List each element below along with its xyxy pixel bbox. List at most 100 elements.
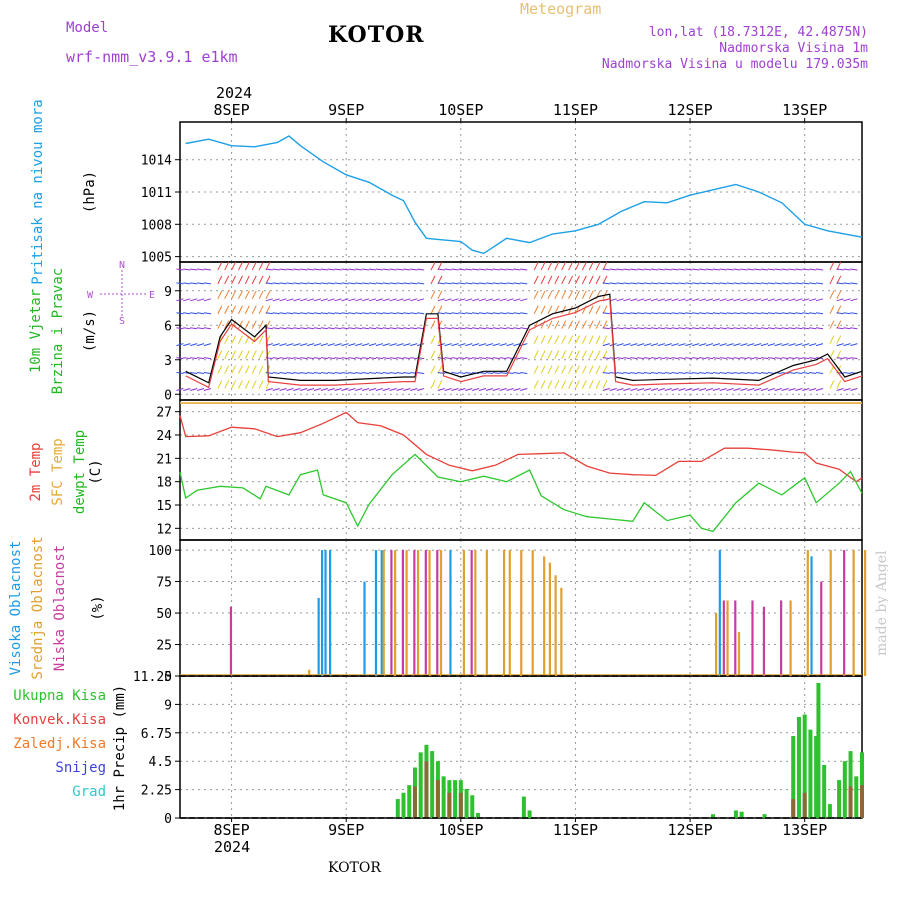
wind-arrow bbox=[272, 388, 280, 391]
wind-arrow bbox=[458, 298, 466, 302]
wind-arrow bbox=[795, 372, 803, 375]
wind-arrow bbox=[327, 372, 335, 375]
wind-arrow bbox=[417, 372, 425, 375]
wind-arrow bbox=[513, 388, 521, 391]
wind-arrow bbox=[719, 327, 727, 330]
wind-arrow bbox=[574, 365, 580, 374]
wind-arrow bbox=[554, 335, 560, 344]
y-tick-label: 27 bbox=[156, 406, 172, 421]
wind-arrow bbox=[568, 350, 574, 359]
wind-arrow bbox=[417, 312, 425, 315]
wind-arrow bbox=[788, 327, 796, 330]
wind-arrow bbox=[644, 312, 652, 315]
wind-arrow bbox=[382, 298, 390, 302]
wind-arrow bbox=[671, 268, 679, 271]
wind-arrow bbox=[836, 357, 844, 360]
wind-arrow bbox=[196, 268, 205, 271]
wind-arrow bbox=[657, 312, 665, 315]
cloud-bar bbox=[714, 613, 718, 676]
wind-arrow bbox=[733, 327, 741, 330]
wind-arrow bbox=[671, 357, 679, 360]
wind-arrow bbox=[815, 343, 824, 347]
wind-arrow bbox=[692, 312, 700, 315]
wind-arrow bbox=[836, 327, 844, 330]
wind-arrow bbox=[265, 268, 273, 271]
wind-arrow bbox=[320, 372, 328, 375]
wind-arrow bbox=[389, 312, 397, 315]
wind-arrow bbox=[644, 282, 652, 285]
wind-arrow bbox=[843, 372, 851, 375]
wind-arrow bbox=[678, 312, 686, 315]
wind-arrow bbox=[678, 268, 686, 271]
wind-arrow bbox=[190, 357, 198, 360]
wind-arrow bbox=[265, 388, 273, 391]
y-tick-label: 18 bbox=[156, 476, 172, 491]
wind-arrow bbox=[334, 357, 342, 360]
wind-arrow bbox=[678, 327, 686, 330]
wind-arrow bbox=[196, 327, 205, 330]
wind-arrow bbox=[547, 350, 553, 359]
wind-arrow bbox=[183, 343, 191, 347]
wind-arrow bbox=[320, 357, 328, 360]
wind-arrow bbox=[802, 312, 810, 315]
model-elevation-label: Nadmorska Visina u modelu 179.035m bbox=[601, 57, 868, 72]
wind-arrow bbox=[279, 343, 287, 347]
header-title: KOTOR bbox=[328, 22, 425, 48]
wind-arrow bbox=[574, 290, 580, 300]
wind-arrow bbox=[430, 320, 436, 329]
wind-arrow bbox=[396, 312, 404, 315]
wind-arrow bbox=[533, 261, 539, 271]
wind-arrow bbox=[258, 290, 264, 300]
wind-arrow bbox=[313, 268, 322, 271]
wind-arrow bbox=[362, 282, 370, 285]
wind-arrow bbox=[850, 298, 858, 302]
wind-arrow bbox=[795, 357, 803, 360]
wind-arrow bbox=[809, 343, 817, 347]
wind-arrow bbox=[533, 290, 539, 300]
precip-bar-total bbox=[762, 814, 767, 818]
wind-arrow bbox=[506, 268, 514, 271]
wind-arrow bbox=[574, 320, 580, 329]
wind-arrow bbox=[444, 327, 452, 330]
wind-arrow bbox=[499, 388, 507, 391]
cloud-bar bbox=[780, 600, 783, 676]
wind-arrow bbox=[389, 388, 397, 391]
wind-arrow bbox=[809, 372, 817, 375]
wind-arrow bbox=[630, 388, 638, 391]
wind-arrow bbox=[203, 312, 212, 315]
wind-arrow bbox=[382, 268, 390, 271]
wind-arrow bbox=[320, 268, 328, 271]
wind-arrow bbox=[657, 357, 665, 360]
wind-arrow bbox=[313, 282, 322, 285]
precip-bar-total bbox=[453, 780, 458, 818]
cloud-bar bbox=[449, 550, 452, 676]
cloud-bar bbox=[428, 550, 431, 676]
wind-arrow bbox=[692, 298, 700, 302]
wind-arrow bbox=[293, 388, 301, 391]
wind-arrow bbox=[320, 298, 328, 302]
wind-arrow bbox=[196, 388, 205, 391]
wind-arrow bbox=[795, 312, 803, 315]
wind-arrow bbox=[203, 268, 212, 271]
wind-arrow bbox=[458, 282, 466, 285]
wind-arrow bbox=[458, 372, 466, 375]
wind-arrow bbox=[678, 298, 686, 302]
wind-arrow bbox=[574, 350, 580, 359]
wind-arrow bbox=[802, 372, 810, 375]
wind-arrow bbox=[224, 305, 230, 314]
wind-arrow bbox=[437, 268, 445, 271]
wind-arrow bbox=[740, 298, 748, 302]
wind-arrow bbox=[478, 268, 487, 271]
cloud-bar bbox=[722, 600, 725, 676]
wind-arrow bbox=[362, 327, 370, 330]
wind-arrow bbox=[678, 343, 686, 347]
precip-bar-conv bbox=[848, 786, 853, 818]
wind-arrow bbox=[726, 268, 734, 271]
wind-arrow bbox=[568, 365, 574, 374]
wind-arrow bbox=[348, 298, 356, 302]
wind-arrow bbox=[719, 343, 727, 347]
wind-arrow bbox=[265, 290, 271, 300]
wind-arrow bbox=[300, 298, 308, 302]
wind-arrow bbox=[238, 290, 243, 300]
wind-arrow bbox=[492, 388, 500, 391]
